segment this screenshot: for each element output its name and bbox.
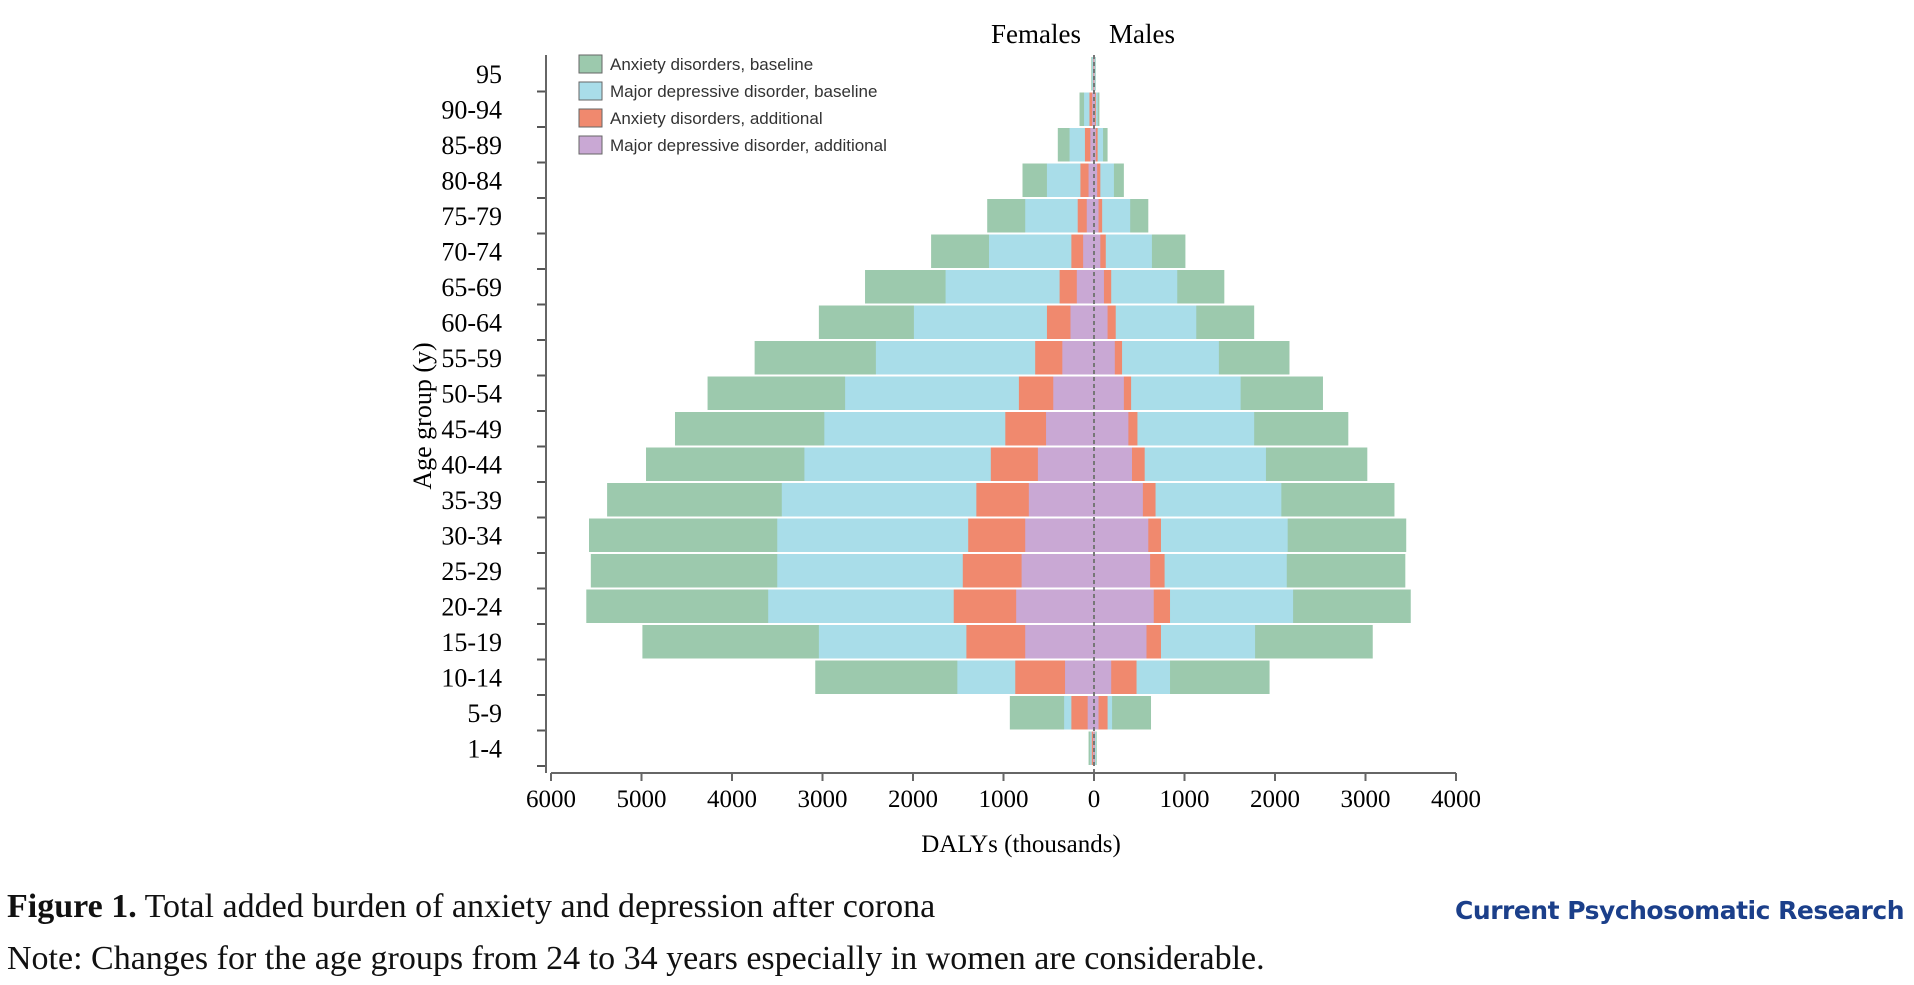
bar-female-50-54-series-3 (1053, 376, 1094, 410)
bar-male-20-24-series-3 (1094, 589, 1154, 623)
y-tick-label: 70-74 (441, 237, 502, 266)
bar-female-60-64-series-3 (1070, 305, 1094, 339)
journal-brand-logo: Current Psychosomatic Research (1455, 896, 1904, 925)
bar-male-75-79-series-3 (1094, 199, 1099, 233)
bars-group (586, 57, 1411, 765)
y-tick-label: 5-9 (467, 699, 502, 728)
y-tick-label: 1-4 (467, 734, 502, 763)
y-tick-label: 40-44 (441, 450, 502, 479)
bar-male-35-39-series-3 (1094, 483, 1143, 517)
population-pyramid-chart: 95 90-94 85-89 80-84 75-79 70-74 65-69 60-64 55-… (408, 19, 1481, 858)
legend-label-0: Anxiety disorders, baseline (610, 55, 813, 74)
x-tick-label: 1000 (979, 786, 1029, 813)
y-tick-label: 90-94 (441, 95, 502, 124)
bar-male-55-59-series-3 (1094, 341, 1115, 375)
y-tick-label: 95 (476, 60, 502, 89)
axes-group: 95 90-94 85-89 80-84 75-79 70-74 65-69 60-64 55-… (441, 55, 1481, 813)
x-tick-label: 5000 (617, 786, 667, 813)
legend-swatch-3 (578, 135, 603, 155)
figure-note: Note: Changes for the age groups from 24… (7, 940, 1265, 977)
bar-female-20-24-series-3 (1016, 589, 1094, 623)
x-tick-label: 3000 (1341, 786, 1391, 813)
bar-female-5-9-series-3 (1087, 696, 1094, 730)
y-tick-label: 30-34 (441, 521, 502, 550)
bar-female-90-94-series-2 (1089, 92, 1094, 126)
bar-female-1-4-series-2 (1091, 731, 1094, 765)
x-tick-label: 2000 (1250, 786, 1300, 813)
legend-swatch-1 (578, 81, 603, 101)
x-tick-label: 2000 (888, 786, 938, 813)
bar-female-70-74-series-3 (1083, 234, 1094, 268)
y-tick-label: 20-24 (441, 592, 502, 621)
y-tick-label: 25-29 (441, 557, 502, 586)
bar-female-55-59-series-3 (1062, 341, 1094, 375)
y-tick-label: 45-49 (441, 415, 502, 444)
y-tick-label: 15-19 (441, 628, 502, 657)
bar-male-50-54-series-3 (1094, 376, 1124, 410)
y-tick-label: 80-84 (441, 166, 502, 195)
x-tick-label: 1000 (1160, 786, 1210, 813)
legend-label-1: Major depressive disorder, baseline (610, 82, 877, 101)
bar-female-45-49-series-3 (1046, 412, 1094, 446)
legend-label-3: Major depressive disorder, additional (610, 136, 887, 155)
bar-female-75-79-series-3 (1086, 199, 1094, 233)
x-tick-label: 4000 (1431, 786, 1481, 813)
males-label: Males (1109, 19, 1175, 49)
legend: Anxiety disorders, baseline Major depress… (578, 54, 887, 155)
bar-male-15-19-series-3 (1094, 625, 1147, 659)
legend-swatch-2 (578, 108, 603, 128)
figure-title: Total added burden of anxiety and depres… (144, 888, 936, 925)
bar-male-10-14-series-3 (1094, 660, 1112, 694)
females-label: Females (991, 19, 1081, 49)
bar-male-60-64-series-3 (1094, 305, 1108, 339)
bar-male-80-84-series-3 (1094, 163, 1098, 197)
y-tick-label: 60-64 (441, 308, 502, 337)
figure-caption: Figure 1. Total added burden of anxiety … (7, 888, 935, 926)
bar-female-15-19-series-3 (1025, 625, 1094, 659)
bar-female-90-94-series-3 (1092, 92, 1094, 126)
bar-male-90-94-series-3 (1094, 92, 1095, 126)
y-tick-label: 85-89 (441, 131, 502, 160)
bar-male-40-44-series-3 (1094, 447, 1133, 481)
bar-female-80-84-series-3 (1088, 163, 1094, 197)
bar-male-85-89-series-3 (1094, 128, 1096, 162)
y-tick-label: 35-39 (441, 486, 502, 515)
x-axis-title: DALYs (thousands) (921, 831, 1121, 858)
x-tick-label: 0 (1088, 786, 1101, 813)
bar-male-45-49-series-3 (1094, 412, 1129, 446)
bar-female-90-94-series-1 (1084, 92, 1094, 126)
legend-swatch-0 (578, 54, 603, 74)
y-tick-label: 55-59 (441, 344, 502, 373)
x-tick-label: 6000 (526, 786, 576, 813)
figure-label: Figure 1. (7, 888, 137, 925)
bar-male-5-9-series-3 (1094, 696, 1099, 730)
bar-male-95-series-1 (1094, 57, 1096, 91)
bar-male-65-69-series-3 (1094, 270, 1104, 304)
x-tick-label: 4000 (707, 786, 757, 813)
bar-female-30-34-series-3 (1025, 518, 1094, 552)
bar-female-35-39-series-3 (1028, 483, 1094, 517)
bar-male-85-89-series-1 (1094, 128, 1104, 162)
bar-female-85-89-series-3 (1090, 128, 1094, 162)
y-tick-label: 75-79 (441, 202, 502, 231)
y-axis-title: Age group (y) (408, 342, 437, 489)
bar-female-65-69-series-3 (1076, 270, 1094, 304)
y-tick-label: 50-54 (441, 379, 502, 408)
bar-male-70-74-series-3 (1094, 234, 1101, 268)
bar-female-40-44-series-3 (1037, 447, 1094, 481)
legend-label-2: Anxiety disorders, additional (610, 109, 823, 128)
bar-male-30-34-series-3 (1094, 518, 1149, 552)
y-tick-label: 10-14 (441, 663, 502, 692)
y-tick-label: 65-69 (441, 273, 502, 302)
bar-male-25-29-series-3 (1094, 554, 1151, 588)
bar-female-10-14-series-3 (1065, 660, 1094, 694)
bar-female-25-29-series-3 (1021, 554, 1094, 588)
bar-female-85-89-series-2 (1084, 128, 1094, 162)
x-tick-label: 3000 (798, 786, 848, 813)
